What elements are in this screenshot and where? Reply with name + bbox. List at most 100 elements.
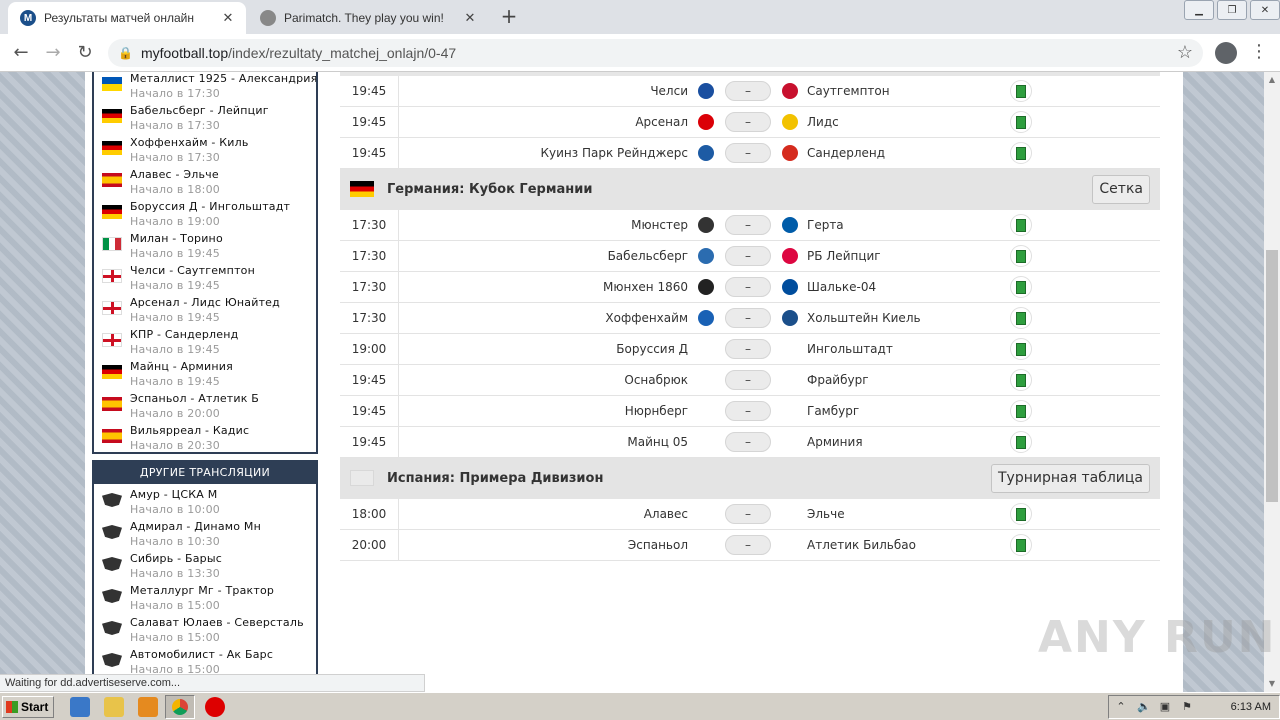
sidebar-match-item[interactable]: Хоффенхайм - Киль Начало в 17:30 [94, 132, 316, 164]
away-team[interactable]: Сандерленд [807, 146, 886, 160]
match-row[interactable]: 17:30 Мюнстер – Герта [340, 210, 1160, 241]
maximize-button[interactable]: ❐ [1217, 0, 1247, 20]
match-score[interactable]: – [725, 81, 771, 101]
new-tab-button[interactable]: + [500, 4, 518, 28]
away-team[interactable]: Лидс [807, 115, 839, 129]
league-table-button[interactable]: Сетка [1092, 175, 1150, 204]
home-team[interactable]: Мюнхен 1860 [603, 280, 688, 294]
away-team[interactable]: Хольштейн Киель [807, 311, 921, 325]
menu-dots-icon[interactable]: ⋮ [1250, 41, 1268, 62]
home-team[interactable]: Челси [650, 84, 688, 98]
away-team[interactable]: Атлетик Бильбао [807, 538, 916, 552]
home-team[interactable]: Хоффенхайм [605, 311, 688, 325]
home-team[interactable]: Куинз Парк Рейнджерс [540, 146, 689, 160]
match-field-icon[interactable] [1010, 400, 1032, 422]
away-team[interactable]: Гамбург [807, 404, 860, 418]
home-team[interactable]: Алавес [643, 507, 688, 521]
broadcast-item[interactable]: Адмирал - Динамо Мн Начало в 10:30 [94, 516, 316, 548]
scrollbar-thumb[interactable] [1266, 250, 1278, 502]
stop-icon[interactable] [205, 697, 225, 717]
home-team[interactable]: Мюнстер [631, 218, 688, 232]
away-team[interactable]: Саутгемптон [807, 84, 890, 98]
match-row[interactable]: 19:45 Куинз Парк Рейнджерс – Сандерленд [340, 138, 1160, 169]
match-field-icon[interactable] [1010, 245, 1032, 267]
sidebar-match-item[interactable]: Арсенал - Лидс Юнайтед Начало в 19:45 [94, 292, 316, 324]
home-team[interactable]: Нюрнберг [624, 404, 688, 418]
match-score[interactable]: – [725, 504, 771, 524]
match-field-icon[interactable] [1010, 276, 1032, 298]
tab-results[interactable]: M Результаты матчей онлайн ✕ [8, 2, 246, 34]
match-score[interactable]: – [725, 308, 771, 328]
sidebar-match-item[interactable]: Бабельсберг - Лейпциг Начало в 17:30 [94, 100, 316, 132]
minimize-button[interactable]: ▁ [1184, 0, 1214, 20]
bookmark-star-icon[interactable]: ☆ [1176, 42, 1193, 62]
broadcast-item[interactable]: Автомобилист - Ак Барс Начало в 15:00 [94, 644, 316, 676]
broadcast-item[interactable]: Амур - ЦСКА М Начало в 10:00 [94, 484, 316, 516]
match-score[interactable]: – [725, 246, 771, 266]
match-score[interactable]: – [725, 215, 771, 235]
match-row[interactable]: 17:30 Мюнхен 1860 – Шальке-04 [340, 272, 1160, 303]
back-arrow-icon[interactable]: ← [13, 42, 29, 63]
away-team[interactable]: Арминия [807, 435, 863, 449]
close-tab-icon[interactable]: ✕ [222, 10, 234, 25]
match-score[interactable]: – [725, 339, 771, 359]
match-field-icon[interactable] [1010, 503, 1032, 525]
close-window-button[interactable]: ✕ [1250, 0, 1280, 20]
match-field-icon[interactable] [1010, 338, 1032, 360]
away-team[interactable]: Шальке-04 [807, 280, 877, 294]
match-row[interactable]: 17:30 Хоффенхайм – Хольштейн Киель [340, 303, 1160, 334]
match-field-icon[interactable] [1010, 534, 1032, 556]
sidebar-match-item[interactable]: Майнц - Арминия Начало в 19:45 [94, 356, 316, 388]
away-team[interactable]: Фрайбург [807, 373, 869, 387]
home-team[interactable]: Оснабрюк [624, 373, 688, 387]
reload-icon[interactable]: ↻ [77, 42, 93, 63]
match-field-icon[interactable] [1010, 214, 1032, 236]
away-team[interactable]: Ингольштадт [807, 342, 893, 356]
match-score[interactable]: – [725, 401, 771, 421]
scroll-down-icon[interactable]: ▼ [1268, 679, 1276, 688]
close-tab-icon[interactable]: ✕ [464, 10, 476, 25]
sidebar-match-item[interactable]: Боруссия Д - Ингольштадт Начало в 19:00 [94, 196, 316, 228]
match-row[interactable]: 19:45 Нюрнберг – Гамбург [340, 396, 1160, 427]
match-row[interactable]: 19:45 Арсенал – Лидс [340, 107, 1160, 138]
match-row[interactable]: 17:30 Бабельсберг – РБ Лейпциг [340, 241, 1160, 272]
media-player-icon[interactable] [138, 697, 158, 717]
forward-arrow-icon[interactable]: → [45, 42, 61, 63]
url-field[interactable]: 🔒 myfootball.top/index/rezultaty_matchej… [108, 39, 1203, 67]
broadcast-item[interactable]: Металлург Мг - Трактор Начало в 15:00 [94, 580, 316, 612]
broadcast-item[interactable]: Сибирь - Барыс Начало в 13:30 [94, 548, 316, 580]
match-field-icon[interactable] [1010, 431, 1032, 453]
sidebar-match-item[interactable]: Челси - Саутгемптон Начало в 19:45 [94, 260, 316, 292]
sidebar-match-item[interactable]: Вильярреал - Кадис Начало в 20:30 [94, 420, 316, 452]
flag-tray-icon[interactable]: ⚑ [1182, 701, 1192, 713]
home-team[interactable]: Арсенал [635, 115, 688, 129]
sidebar-match-item[interactable]: Металлист 1925 - Александрия Начало в 17:… [94, 72, 316, 100]
match-row[interactable]: 19:45 Майнц 05 – Арминия [340, 427, 1160, 458]
match-field-icon[interactable] [1010, 369, 1032, 391]
home-team[interactable]: Бабельсберг [607, 249, 688, 263]
page-scrollbar[interactable]: ▲ ▼ [1264, 72, 1280, 692]
match-score[interactable]: – [725, 277, 771, 297]
sidebar-match-item[interactable]: КПР - Сандерленд Начало в 19:45 [94, 324, 316, 356]
match-score[interactable]: – [725, 432, 771, 452]
home-team[interactable]: Боруссия Д [616, 342, 688, 356]
home-team[interactable]: Эспаньол [627, 538, 688, 552]
sidebar-match-item[interactable]: Милан - Торино Начало в 19:45 [94, 228, 316, 260]
match-field-icon[interactable] [1010, 142, 1032, 164]
chrome-taskbar-button[interactable] [165, 695, 195, 719]
broadcast-item[interactable]: Салават Юлаев - Северсталь Начало в 15:00 [94, 612, 316, 644]
match-row[interactable]: 19:45 Челси – Саутгемптон [340, 76, 1160, 107]
start-button[interactable]: Start [2, 696, 54, 718]
match-row[interactable]: 19:00 Боруссия Д – Ингольштадт [340, 334, 1160, 365]
volume-icon[interactable]: 🔈 [1137, 701, 1151, 713]
away-team[interactable]: Эльче [807, 507, 845, 521]
match-row[interactable]: 20:00 Эспаньол – Атлетик Бильбао [340, 530, 1160, 561]
tab-parimatch[interactable]: Parimatch. They play you win! ✕ [248, 2, 488, 34]
match-score[interactable]: – [725, 112, 771, 132]
ie-icon[interactable] [70, 697, 90, 717]
match-field-icon[interactable] [1010, 111, 1032, 133]
sidebar-match-item[interactable]: Алавес - Эльче Начало в 18:00 [94, 164, 316, 196]
away-team[interactable]: РБ Лейпциг [807, 249, 881, 263]
match-field-icon[interactable] [1010, 307, 1032, 329]
match-row[interactable]: 19:45 Оснабрюк – Фрайбург [340, 365, 1160, 396]
